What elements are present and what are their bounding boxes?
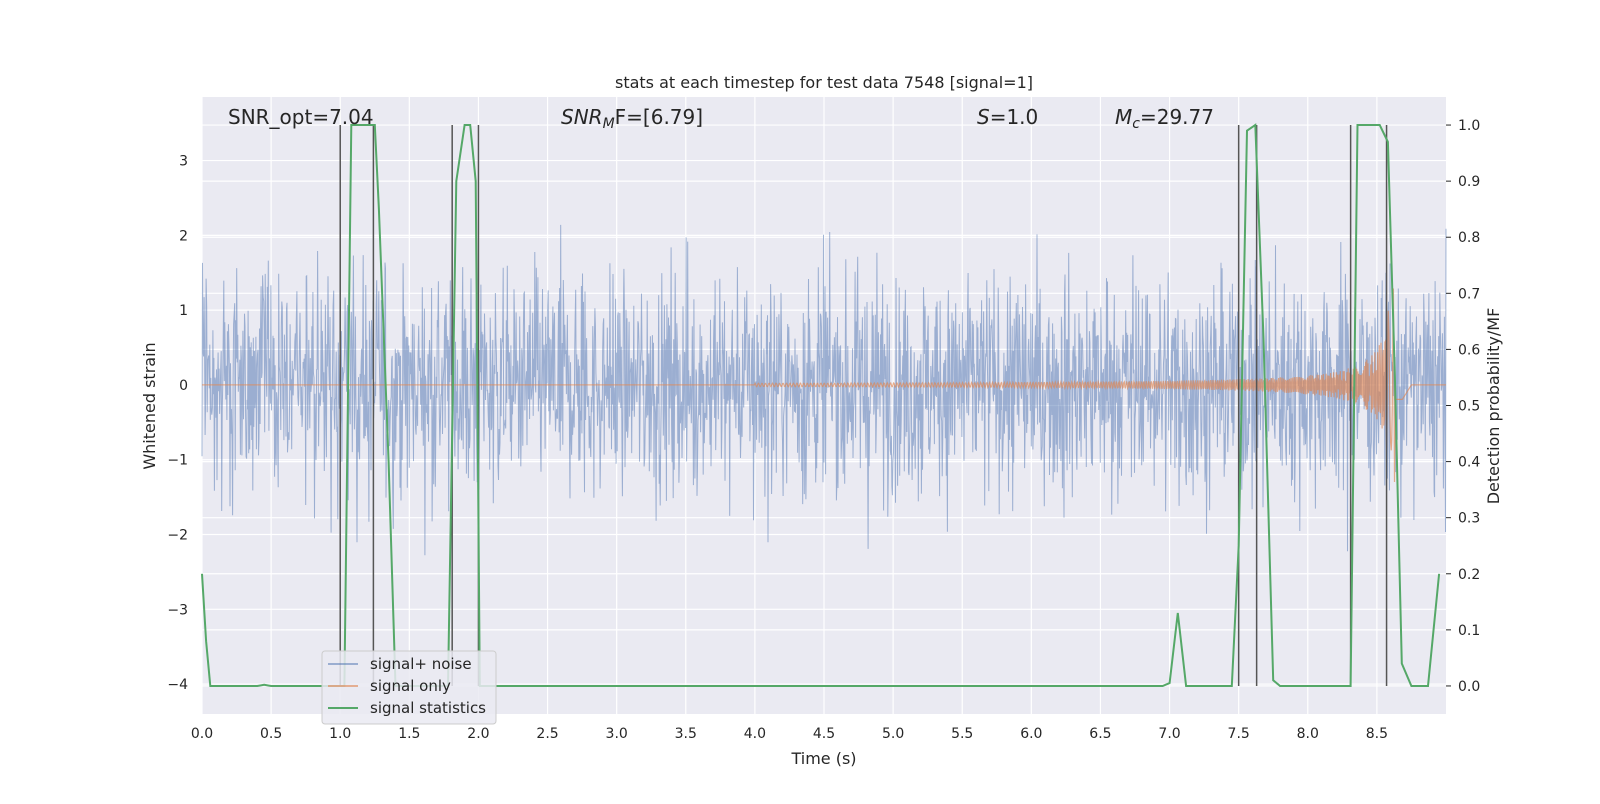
annotation-s: S=1.0: [977, 105, 1038, 129]
x-tick-label: 1.0: [329, 726, 351, 742]
legend-box: [321, 650, 497, 725]
y-left-tick-label: 0: [179, 378, 188, 394]
y-axis-label-left: Whitened strain: [140, 342, 159, 469]
x-tick-label: 3.0: [606, 726, 628, 742]
x-tick-label: 3.5: [675, 726, 697, 742]
y-left-tick-label: −4: [167, 677, 188, 693]
legend-label-stats: signal statistics: [370, 699, 486, 717]
x-tick-label: 2.0: [467, 726, 489, 742]
x-tick-labels: 0.0 0.5 1.0 1.5 2.0 2.5 3.0 3.5 4.0 4.5 5.0 5.5 6.0 6…: [191, 726, 1388, 742]
annotation-snr-mf-sub: M: [603, 116, 615, 132]
x-tick-label: 7.0: [1158, 726, 1180, 742]
y-right-tick-label: 0.3: [1458, 511, 1480, 527]
y-right-tick-label: 0.7: [1458, 286, 1480, 302]
chart-title: stats at each timestep for test data 754…: [615, 73, 1033, 92]
x-tick-label: 7.5: [1228, 726, 1250, 742]
annotation-mc: Mc=29.77: [1115, 105, 1214, 132]
y-right-tick-label: 0.5: [1458, 399, 1480, 415]
annotation-mc-rest: =29.77: [1140, 105, 1214, 129]
x-tick-label: 4.0: [744, 726, 766, 742]
y-right-tick-label: 0.4: [1458, 455, 1480, 471]
y-right-tick-label: 0.6: [1458, 342, 1480, 358]
x-tick-label: 8.0: [1297, 726, 1319, 742]
x-tick-label: 0.0: [191, 726, 213, 742]
y-right-tick-label: 0.1: [1458, 623, 1480, 639]
annotation-snr-mf-rest: F=[6.79]: [615, 105, 703, 129]
annotation-mc-symbol: M: [1115, 105, 1132, 129]
y-left-tick-label: −3: [167, 602, 188, 618]
x-tick-label: 5.5: [951, 726, 973, 742]
x-tick-label: 5.0: [882, 726, 904, 742]
annotation-snr-mf: SNRMF=[6.79]: [561, 105, 703, 132]
y-left-tick-label: 3: [179, 154, 188, 170]
annotation-s-rest: =1.0: [990, 105, 1039, 129]
y-left-tick-label: 2: [179, 228, 188, 244]
y-right-tick-label: 0.2: [1458, 567, 1480, 583]
y-right-tick-label: 0.8: [1458, 230, 1480, 246]
y-axis-label-right: Detection probability/MF: [1484, 308, 1503, 505]
annotation-mc-sub: c: [1132, 116, 1140, 132]
x-tick-label: 2.5: [536, 726, 558, 742]
legend-label-noise: signal+ noise: [370, 655, 472, 673]
x-tick-label: 0.5: [260, 726, 282, 742]
y-left-tick-labels: 3 2 1 0 −1 −2 −3 −4: [167, 154, 188, 694]
y-left-tick-label: 1: [179, 303, 188, 319]
y-right-tick-label: 0.9: [1458, 174, 1480, 190]
x-axis-label: Time (s): [790, 749, 856, 768]
x-tick-label: 4.5: [813, 726, 835, 742]
y-right-tick-label: 1.0: [1458, 118, 1480, 134]
y-right-tick-labels: 1.0 0.9 0.8 0.7 0.6 0.5 0.4 0.3 0.2 0.1 0.0: [1446, 118, 1480, 695]
x-tick-label: 8.5: [1366, 726, 1388, 742]
annotation-s-symbol: S: [977, 105, 990, 129]
x-tick-label: 6.5: [1089, 726, 1111, 742]
x-tick-label: 6.0: [1020, 726, 1042, 742]
statistics-trace: [201, 123, 1441, 687]
x-tick-label: 1.5: [398, 726, 420, 742]
legend: signal+ noise signal only signal statist…: [321, 650, 497, 725]
y-right-tick-label: 0.0: [1458, 679, 1480, 695]
legend-label-signal: signal only: [370, 677, 451, 695]
annotation-snr-mf-symbol: SNR: [561, 105, 603, 129]
series-signal-statistics: [201, 123, 1441, 687]
y-left-tick-label: −2: [167, 528, 188, 544]
y-left-tick-label: −1: [167, 453, 188, 469]
annotation-snr-opt: SNR_opt=7.04: [228, 105, 374, 129]
